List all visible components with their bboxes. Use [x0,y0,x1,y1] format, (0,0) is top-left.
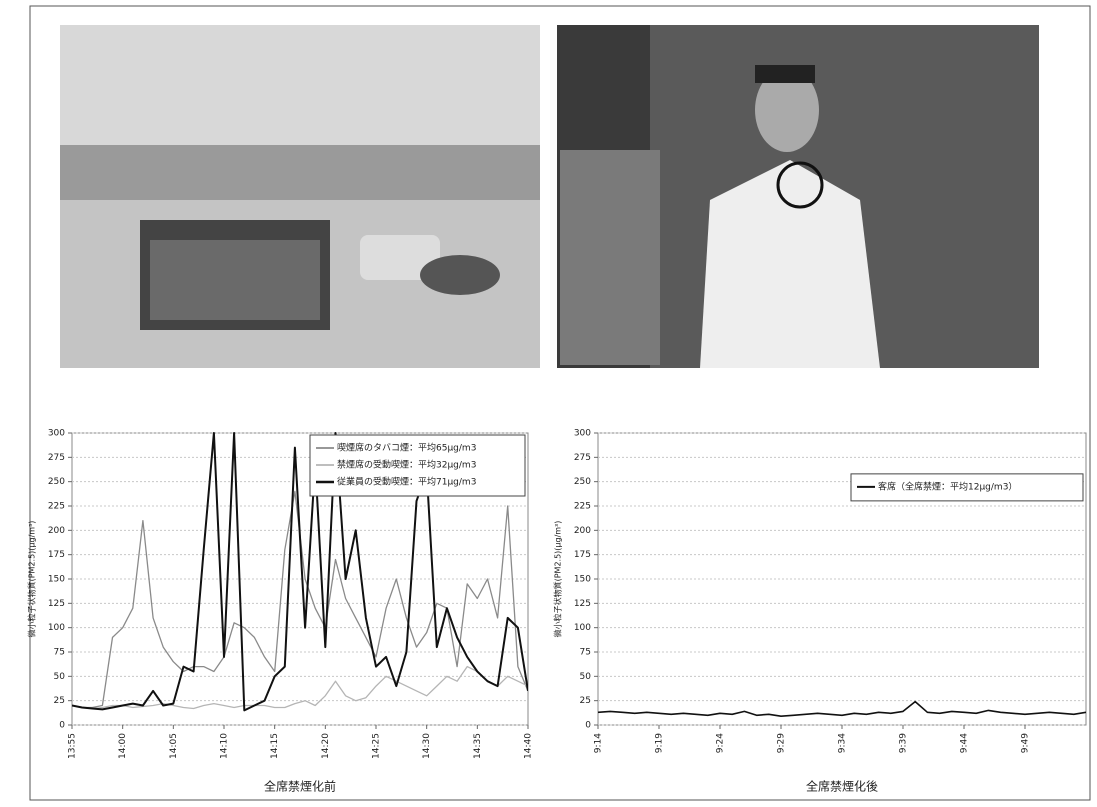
y-tick-label: 75 [54,648,65,658]
x-tick-label: 14:25 [372,733,382,759]
x-tick-label: 9:34 [838,733,848,753]
x-tick-label: 9:24 [716,733,726,753]
y-tick-label: 300 [48,429,65,439]
y-tick-label: 200 [48,526,65,536]
x-tick-label: 9:49 [1021,733,1031,753]
y-tick-label: 200 [574,526,591,536]
x-tick-label: 9:29 [777,733,787,753]
y-tick-label: 275 [574,453,591,463]
x-tick-label: 14:00 [118,733,128,759]
y-tick-label: 50 [580,672,592,682]
x-axis-title: 全席禁煙化前 [264,779,336,794]
x-tick-label: 14:30 [422,733,432,759]
x-tick-label: 14:35 [473,733,483,759]
y-tick-label: 25 [54,696,65,706]
legend-label: 客席（全席禁煙：平均12μg/m3） [878,480,1017,492]
x-tick-label: 14:20 [321,733,331,759]
y-tick-label: 225 [48,502,65,512]
y-tick-label: 0 [585,721,591,731]
y-tick-label: 300 [574,429,591,439]
y-tick-label: 100 [48,623,65,633]
chart: 0 25 50 75 100 125 150 175 200 225 250 275 300 9:14 9:… [553,429,1087,794]
y-tick-label: 75 [580,648,591,658]
y-tick-label: 125 [48,599,65,609]
legend-label: 喫煙席のタバコ煙：平均65μg/m3 [337,442,476,454]
legend-label: 従業員の受動喫煙：平均71μg/m3 [337,476,476,488]
y-tick-label: 250 [574,477,591,487]
legend: 客席（全席禁煙：平均12μg/m3） [851,474,1083,501]
y-tick-label: 275 [48,453,65,463]
y-tick-label: 25 [580,696,591,706]
x-tick-label: 14:05 [169,733,179,759]
y-tick-label: 125 [574,599,591,609]
y-axis-title: 微小粒子状物質(PM2.5)(μg/m³) [553,521,563,638]
page: 025507510012515017520022525027530013:551… [0,0,1097,807]
document: 025507510012515017520022525027530013:551… [0,0,1097,803]
legend-label: 禁煙席の受動喫煙：平均32μg/m3 [337,459,476,471]
x-axis-title: 全席禁煙化後 [806,779,878,794]
x-tick-label: 9:39 [899,733,909,753]
x-tick-label: 14:40 [524,733,534,759]
x-tick-label: 9:44 [960,733,970,753]
y-axis-title: 微小粒子状物質(PM2.5)(μg/m³) [27,521,37,638]
x-tick-label: 9:19 [655,733,665,753]
y-tick-label: 175 [48,550,65,560]
x-tick-label: 14:10 [220,733,230,759]
y-tick-label: 225 [574,502,591,512]
y-tick-label: 50 [54,672,66,682]
y-tick-label: 150 [574,575,591,585]
y-tick-label: 0 [59,721,65,731]
y-tick-label: 250 [48,477,65,487]
y-tick-label: 175 [574,550,591,560]
y-tick-label: 150 [48,575,65,585]
x-tick-label: 9:14 [594,733,604,753]
photo-employee [557,25,1039,368]
y-tick-label: 100 [574,623,591,633]
x-tick-label: 13:55 [68,733,78,759]
x-tick-label: 14:15 [270,733,280,759]
photo-restaurant [60,25,540,368]
legend: 喫煙席のタバコ煙：平均65μg/m3 禁煙席の受動喫煙：平均32μg/m3 従業員の… [310,435,525,496]
chart: 0 25 50 75 100 125 150 175 200 225 250 275 300 13:55 1… [27,429,534,794]
